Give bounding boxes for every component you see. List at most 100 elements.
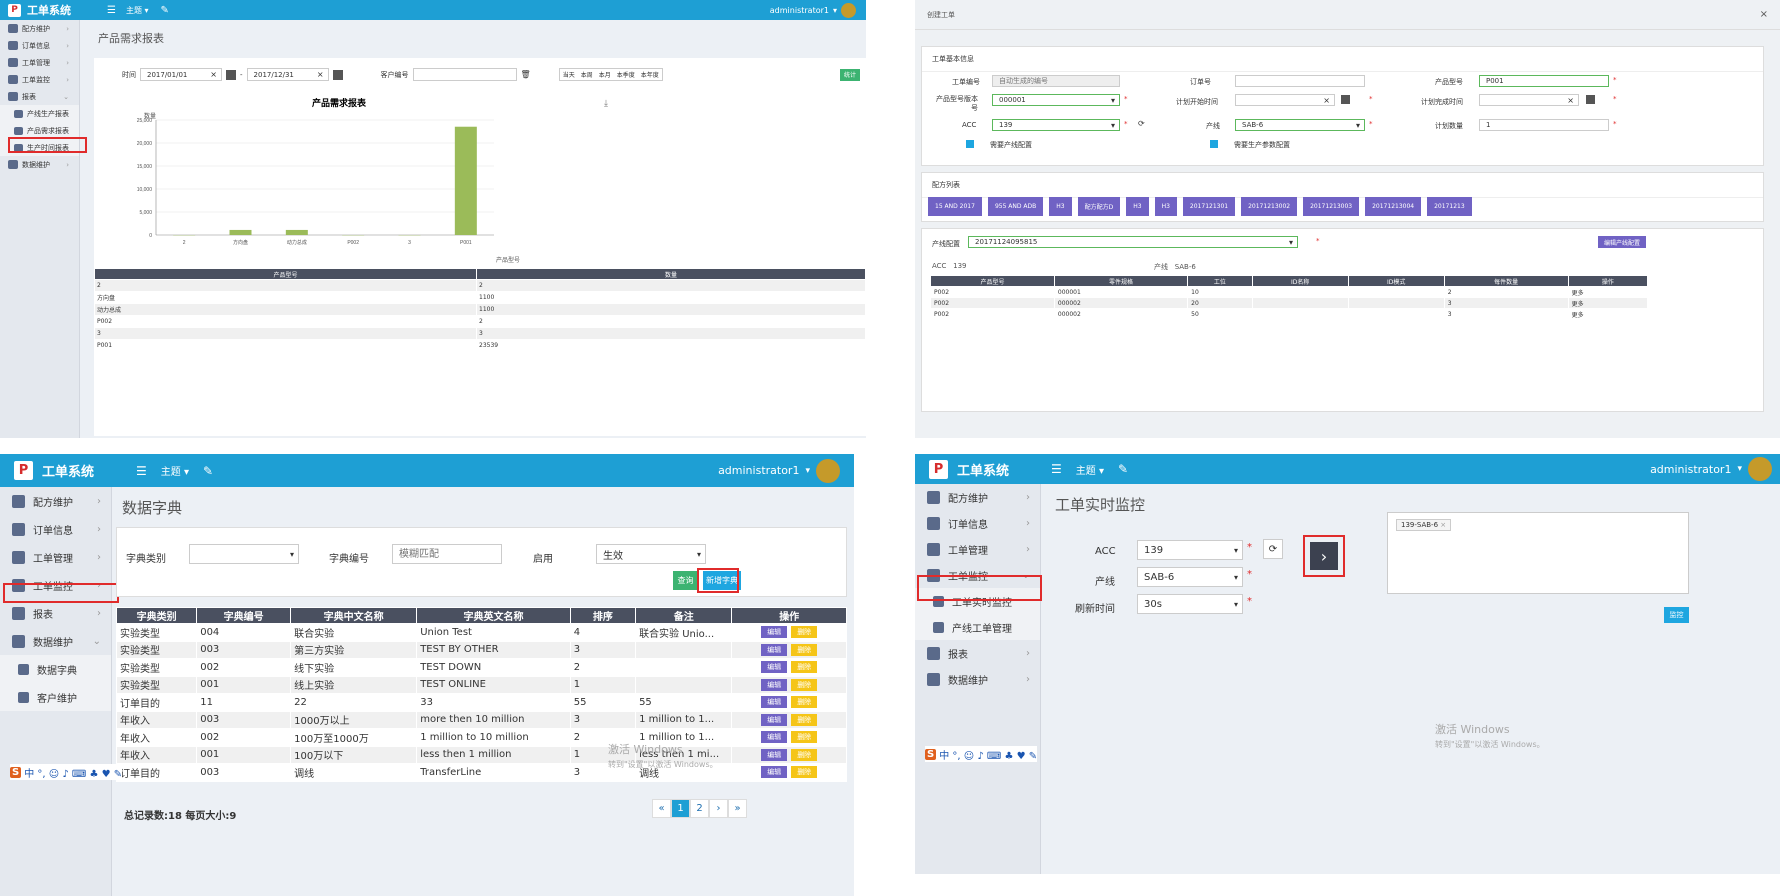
edit-button[interactable]: 编辑 bbox=[761, 748, 788, 761]
edit-button[interactable]: 编辑 bbox=[761, 766, 788, 779]
sidebar-item-orders[interactable]: 订单信息 › bbox=[915, 510, 1040, 536]
delete-button[interactable]: 删除 bbox=[791, 731, 818, 744]
sidebar-item-reports[interactable]: 报表 › bbox=[915, 640, 1040, 666]
sidebar-sub-dictionary[interactable]: 数据字典 bbox=[0, 655, 111, 683]
menu-toggle-icon[interactable]: ☰ bbox=[136, 463, 147, 478]
page-button[interactable]: 1 bbox=[671, 799, 690, 818]
recipe-button[interactable]: 20171213002 bbox=[1241, 197, 1298, 216]
page-button[interactable]: » bbox=[728, 799, 747, 818]
product-input[interactable]: P001 bbox=[1479, 75, 1609, 87]
sidebar-item-recipe[interactable]: 配方维护 › bbox=[0, 20, 79, 37]
page-button[interactable]: 2 bbox=[690, 799, 709, 818]
user-menu[interactable]: administrator1 bbox=[769, 5, 829, 15]
recipe-button[interactable]: H3 bbox=[1126, 197, 1149, 216]
edit-button[interactable]: 编辑 bbox=[761, 643, 788, 656]
quick-week[interactable]: 本周 bbox=[580, 72, 593, 79]
theme-menu[interactable]: 主题 ▾ bbox=[125, 5, 149, 15]
checkbox-param-config[interactable] bbox=[1210, 140, 1218, 148]
page-button[interactable]: « bbox=[652, 799, 671, 818]
sidebar-item-workorders[interactable]: 工单管理 › bbox=[915, 536, 1040, 562]
line-select[interactable]: SAB-6 ▾ bbox=[1235, 119, 1365, 131]
edit-button[interactable]: 编辑 bbox=[761, 626, 788, 639]
enable-select[interactable]: 生效 ▾ bbox=[596, 544, 706, 564]
sidebar-sub-product-report[interactable]: 产品需求报表 bbox=[0, 122, 79, 139]
refresh-icon[interactable]: ⟳ bbox=[1263, 539, 1283, 559]
edit-icon[interactable]: ✎ bbox=[1117, 462, 1129, 476]
recipe-button[interactable]: 20171213 bbox=[1427, 197, 1472, 216]
delete-button[interactable]: 删除 bbox=[791, 696, 818, 709]
move-right-button[interactable]: › bbox=[1310, 542, 1338, 570]
sidebar-item-orders[interactable]: 订单信息 › bbox=[0, 515, 111, 543]
more-link[interactable]: 更多 bbox=[1567, 308, 1649, 320]
close-icon[interactable]: × bbox=[1759, 9, 1768, 20]
query-button[interactable]: 查询 bbox=[673, 571, 698, 590]
download-icon[interactable]: ⤓ bbox=[604, 99, 608, 109]
sidebar-item-data[interactable]: 数据维护 ⌄ bbox=[0, 627, 111, 655]
date-to-input[interactable]: 2017/12/31 × bbox=[246, 68, 329, 81]
qty-input[interactable]: 1 bbox=[1479, 119, 1609, 131]
edit-button[interactable]: 编辑 bbox=[761, 696, 788, 709]
order-input[interactable] bbox=[1235, 75, 1365, 87]
delete-button[interactable]: 删除 bbox=[791, 626, 818, 639]
recipe-button[interactable]: 2017121301 bbox=[1182, 197, 1236, 216]
more-link[interactable]: 更多 bbox=[1567, 286, 1649, 298]
refresh-time-select[interactable]: 30s ▾ bbox=[1137, 594, 1243, 614]
sidebar-sub-line-orders[interactable]: 产线工单管理 bbox=[915, 614, 1040, 640]
refresh-icon[interactable]: ⟳ bbox=[1138, 119, 1145, 128]
sidebar-item-reports[interactable]: 报表 ⌄ bbox=[0, 88, 79, 105]
line-config-select[interactable]: 20171124095815 ▾ bbox=[968, 236, 1298, 248]
avatar[interactable] bbox=[816, 458, 840, 483]
sidebar-sub-line-report[interactable]: 产线生产报表 bbox=[0, 105, 79, 122]
calendar-icon[interactable] bbox=[226, 69, 236, 80]
delete-button[interactable]: 删除 bbox=[791, 643, 818, 656]
theme-menu[interactable]: 主题 ▾ bbox=[1075, 465, 1104, 477]
delete-button[interactable]: 删除 bbox=[791, 678, 818, 691]
type-select[interactable]: ▾ bbox=[189, 544, 299, 564]
add-dictionary-button[interactable]: 新增字典 bbox=[703, 571, 741, 590]
recipe-button[interactable]: 20171213003 bbox=[1303, 197, 1360, 216]
date-from-input[interactable]: 2017/01/01 × bbox=[140, 68, 222, 81]
version-select[interactable]: 000001 ▾ bbox=[992, 94, 1120, 106]
selected-lines-box[interactable]: 139-SAB-6 × bbox=[1387, 512, 1689, 594]
delete-button[interactable]: 删除 bbox=[791, 661, 818, 674]
sidebar-item-recipe[interactable]: 配方维护 › bbox=[0, 487, 111, 515]
clear-icon[interactable]: 🗑 bbox=[520, 70, 531, 79]
quick-quarter[interactable]: 本季度 bbox=[616, 72, 635, 79]
avatar[interactable] bbox=[841, 2, 856, 18]
sidebar-item-workorders[interactable]: 工单管理 › bbox=[0, 543, 111, 571]
delete-button[interactable]: 删除 bbox=[791, 766, 818, 779]
sidebar-item-data[interactable]: 数据维护 › bbox=[0, 156, 79, 173]
line-select[interactable]: SAB-6 ▾ bbox=[1137, 567, 1243, 587]
sidebar-item-monitor[interactable]: 工单监控 › bbox=[0, 71, 79, 88]
more-link[interactable]: 更多 bbox=[1567, 297, 1649, 309]
edit-line-config-button[interactable]: 编辑产线配置 bbox=[1598, 236, 1646, 248]
recipe-button[interactable]: 955 AND ADB bbox=[987, 197, 1044, 216]
menu-toggle-icon[interactable]: ☰ bbox=[107, 4, 116, 16]
edit-button[interactable]: 编辑 bbox=[761, 713, 788, 726]
edit-button[interactable]: 编辑 bbox=[761, 731, 788, 744]
acc-select[interactable]: 139 ▾ bbox=[1137, 540, 1243, 560]
sidebar-sub-customer[interactable]: 客户维护 bbox=[0, 683, 111, 711]
sidebar-item-data[interactable]: 数据维护 › bbox=[915, 666, 1040, 692]
calendar-icon[interactable] bbox=[1341, 95, 1350, 104]
page-button[interactable]: › bbox=[709, 799, 728, 818]
acc-select[interactable]: 139 ▾ bbox=[992, 119, 1120, 131]
sidebar-sub-realtime[interactable]: 工单实时监控 bbox=[915, 588, 1040, 614]
theme-menu[interactable]: 主题 ▾ bbox=[160, 467, 189, 478]
checkbox-line-config[interactable] bbox=[966, 140, 974, 148]
sidebar-item-recipe[interactable]: 配方维护 › bbox=[915, 484, 1040, 510]
quick-today[interactable]: 当天 bbox=[562, 72, 575, 79]
plan-start-input[interactable]: × bbox=[1235, 94, 1335, 106]
calendar-icon[interactable] bbox=[332, 69, 343, 80]
edit-icon[interactable]: ✎ bbox=[202, 463, 214, 478]
menu-toggle-icon[interactable]: ☰ bbox=[1051, 462, 1062, 476]
edit-button[interactable]: 编辑 bbox=[761, 661, 788, 674]
stat-button[interactable]: 统计 bbox=[840, 68, 860, 81]
recipe-button[interactable]: H3 bbox=[1154, 197, 1177, 216]
avatar[interactable] bbox=[1748, 457, 1772, 481]
quick-year[interactable]: 本年度 bbox=[640, 72, 659, 79]
code-input[interactable] bbox=[392, 544, 502, 564]
sidebar-item-reports[interactable]: 报表 › bbox=[0, 599, 111, 627]
recipe-button[interactable]: 配方配方D bbox=[1077, 197, 1121, 216]
monitor-button[interactable]: 监控 bbox=[1664, 607, 1689, 623]
